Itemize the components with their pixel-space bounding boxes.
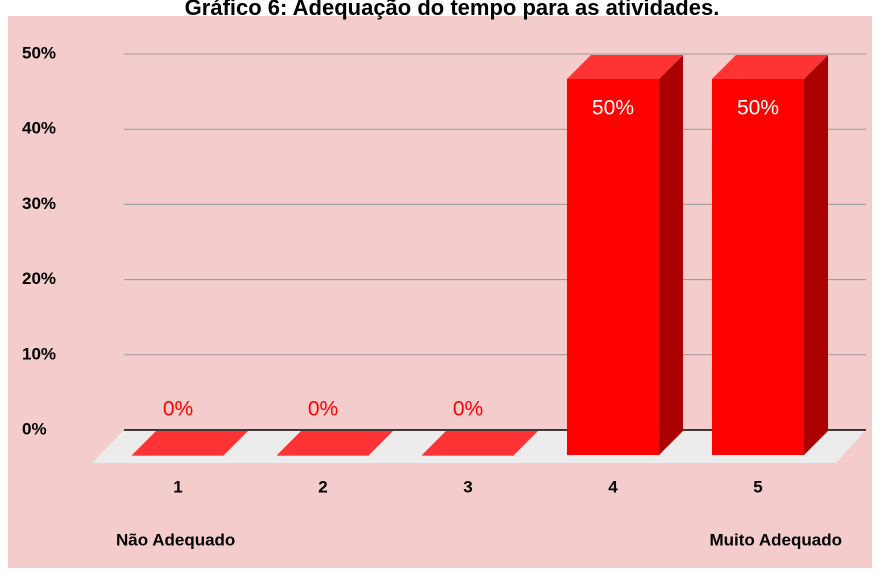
annotation: Muito Adequado: [709, 530, 842, 549]
bar-face: [132, 455, 224, 456]
x-tick-label: 5: [753, 477, 762, 496]
bar-face: [567, 79, 659, 455]
y-tick-label: 10%: [22, 344, 56, 363]
bar: [712, 55, 828, 455]
y-tick-label: 50%: [22, 43, 56, 62]
y-tick-label: 30%: [22, 194, 56, 213]
bar-face: [277, 431, 393, 455]
chart-title: Gráfico 6: Adequação do tempo para as at…: [185, 0, 720, 20]
bar-face: [712, 55, 828, 79]
bar-face: [804, 55, 828, 455]
bar-face: [659, 55, 683, 455]
x-tick-label: 4: [608, 477, 618, 496]
annotation: Não Adequado: [116, 530, 235, 549]
x-tick-label: 2: [318, 477, 327, 496]
bar-face: [422, 431, 538, 455]
bar-face: [132, 431, 248, 455]
bar-face: [277, 455, 369, 456]
data-label: 50%: [592, 97, 634, 120]
y-tick-label: 20%: [22, 269, 56, 288]
x-tick-label: 1: [173, 477, 182, 496]
bar-face: [422, 455, 514, 456]
bar: [277, 431, 393, 456]
y-tick-label: 0%: [22, 419, 47, 438]
data-label: 50%: [737, 97, 779, 120]
data-label: 0%: [453, 398, 483, 421]
bar: [422, 431, 538, 456]
data-label: 0%: [308, 398, 338, 421]
y-tick-label: 40%: [22, 119, 56, 138]
x-tick-label: 3: [463, 477, 472, 496]
bar: [567, 55, 683, 455]
bar: [132, 431, 248, 456]
bar-face: [567, 55, 683, 79]
data-label: 0%: [163, 398, 193, 421]
bar-face: [712, 79, 804, 455]
